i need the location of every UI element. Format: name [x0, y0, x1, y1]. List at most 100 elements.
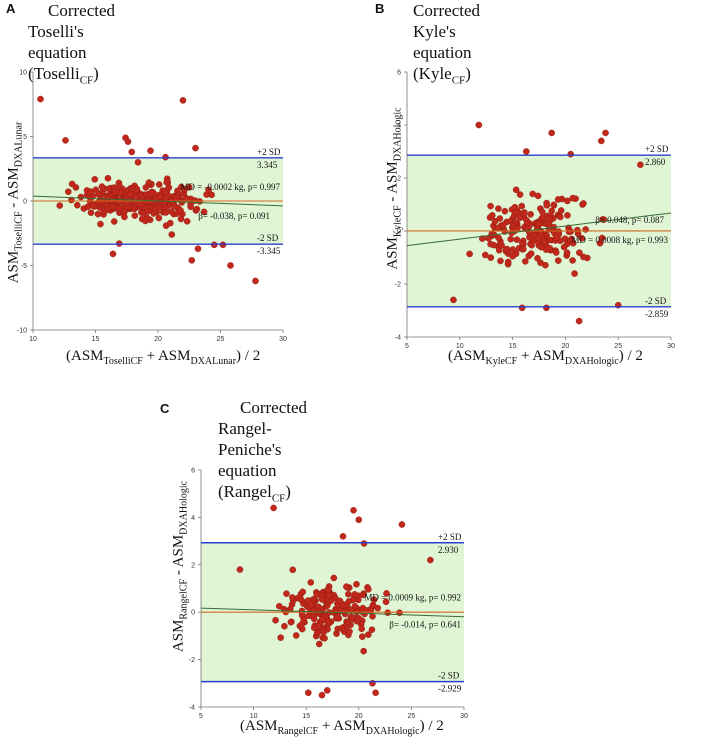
y-tick-label-b: 6: [397, 70, 401, 77]
data-point-a: [77, 193, 85, 201]
data-point-b: [575, 317, 583, 325]
x-tick-label-a: 10: [29, 336, 37, 343]
mean-diff-annotation-a: MD = -0.0002 kg, p= 0.997: [180, 182, 280, 192]
data-point-b: [548, 129, 555, 137]
data-point-a: [138, 215, 146, 223]
y-tick-label-c: 0: [191, 610, 195, 617]
y-tick-label-c: 4: [191, 515, 195, 522]
data-point-a: [252, 277, 259, 285]
data-point-a: [132, 187, 140, 194]
data-point-c: [236, 566, 244, 573]
y-tick-label-a: 0: [23, 199, 27, 206]
data-point-a: [150, 210, 158, 217]
data-point-c: [318, 596, 326, 603]
data-point-a: [177, 207, 184, 214]
y-tick-label-b: -4: [395, 335, 401, 342]
data-point-c: [365, 585, 372, 593]
data-point-a: [156, 193, 164, 200]
data-point-a: [132, 193, 140, 201]
data-point-a: [127, 190, 134, 198]
data-point-a: [91, 175, 99, 183]
lower-sd-value-c: -2.929: [438, 684, 462, 694]
data-point-c: [427, 556, 434, 564]
data-point-b: [571, 270, 578, 277]
data-point-c: [330, 574, 338, 582]
data-point-b: [503, 245, 511, 253]
data-point-b: [534, 254, 541, 262]
data-point-c: [331, 594, 339, 602]
x-tick-label-b: 10: [456, 343, 464, 350]
regression-line-a: [32, 195, 284, 207]
data-point-a: [181, 186, 188, 193]
data-point-c: [324, 618, 332, 626]
y-tick-label-a: 5: [23, 134, 27, 141]
data-point-b: [578, 235, 586, 242]
y-axis-label-c: ASMRangelCF - ASMDXAHologic: [170, 480, 190, 653]
chart-title-b: Corrected Kyle's equation (KyleCF): [413, 1, 481, 87]
data-point-c: [325, 591, 333, 599]
data-point-c: [398, 521, 406, 528]
data-point-b: [497, 257, 504, 265]
y-tick-label-c: -4: [189, 705, 195, 712]
data-point-b: [535, 220, 543, 228]
data-point-a: [193, 205, 201, 213]
data-point-b: [491, 217, 499, 225]
data-point-b: [516, 191, 524, 198]
data-point-a: [166, 219, 174, 227]
x-tick-label-b: 25: [614, 343, 622, 350]
lower-sd-label-b: -2 SD: [645, 296, 667, 306]
panel-label-a: A: [6, 1, 16, 16]
data-point-b: [495, 234, 502, 242]
data-point-b: [519, 239, 526, 247]
data-point-c: [320, 628, 327, 636]
data-point-b: [527, 211, 534, 218]
data-point-b: [637, 161, 644, 169]
data-point-c: [358, 633, 366, 640]
data-point-c: [305, 689, 312, 697]
data-point-c: [360, 647, 367, 655]
data-point-a: [62, 137, 69, 144]
data-point-c: [281, 622, 288, 630]
data-point-b: [511, 203, 519, 211]
x-tick-label-a: 15: [92, 336, 100, 343]
data-point-a: [162, 153, 169, 161]
lower-sd-value-b: -2.859: [645, 309, 669, 319]
data-point-a: [155, 214, 163, 222]
data-point-b: [538, 214, 546, 222]
data-point-c: [346, 628, 353, 635]
data-point-c: [341, 608, 348, 615]
upper-sd-value-a: 3.345: [257, 160, 278, 170]
x-tick-label-c: 15: [302, 713, 310, 720]
data-point-c: [343, 583, 350, 590]
data-point-c: [297, 596, 305, 603]
data-point-c: [292, 632, 300, 639]
data-point-a: [124, 138, 132, 145]
y-tick-label-b: -2: [395, 282, 401, 289]
data-point-c: [360, 540, 368, 547]
data-point-c: [276, 602, 283, 610]
data-point-a: [97, 220, 104, 228]
x-tick-label-c: 10: [250, 713, 258, 720]
data-point-b: [494, 225, 502, 232]
data-point-b: [521, 258, 529, 265]
data-point-b: [567, 150, 574, 158]
data-point-b: [481, 251, 489, 259]
data-point-b: [548, 207, 555, 215]
data-point-a: [56, 202, 64, 209]
x-tick-label-a: 25: [217, 336, 225, 343]
beta-annotation-a: β= -0.038, p= 0.091: [198, 211, 270, 221]
data-point-a: [104, 174, 112, 182]
lower-sd-label-c: -2 SD: [438, 671, 460, 681]
upper-sd-value-c: 2.930: [438, 545, 459, 555]
data-point-b: [543, 202, 551, 209]
data-point-c: [355, 614, 363, 622]
data-point-b: [504, 258, 512, 266]
data-point-a: [94, 210, 102, 218]
data-point-b: [545, 214, 553, 222]
data-point-b: [563, 249, 571, 257]
upper-sd-value-b: 2.860: [645, 157, 666, 167]
data-point-b: [550, 201, 558, 209]
data-point-c: [345, 598, 353, 605]
data-point-a: [148, 189, 155, 197]
